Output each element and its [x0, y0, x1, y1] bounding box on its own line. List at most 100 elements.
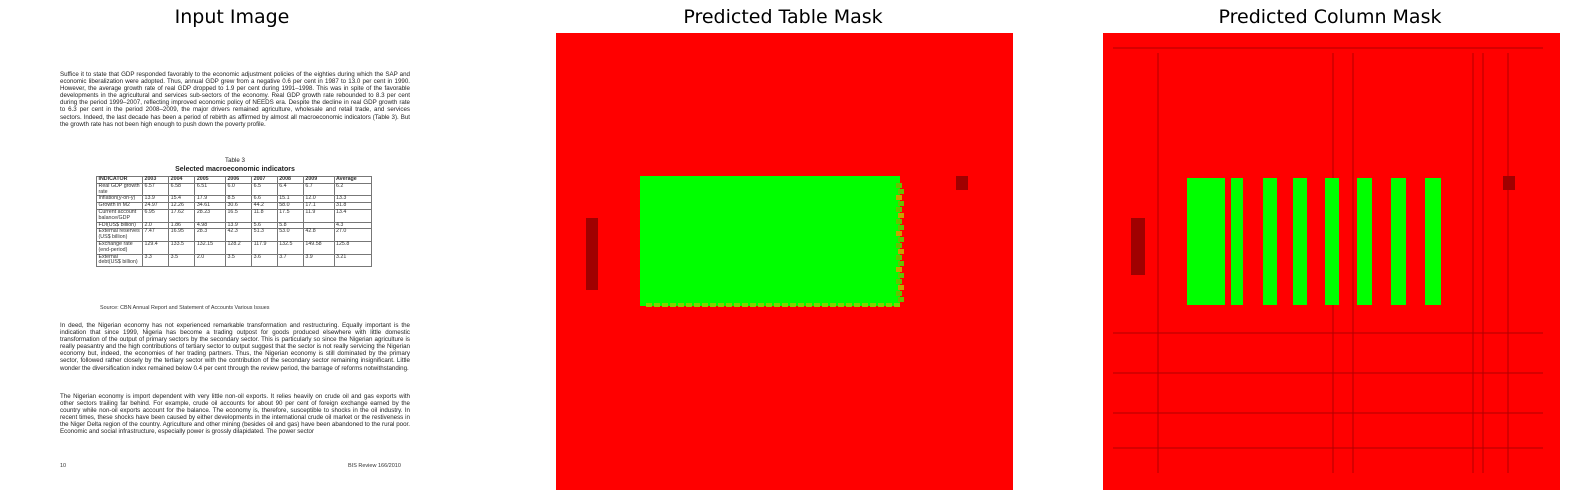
mask-edge-pixel — [766, 303, 772, 307]
mask-edge-pixel — [694, 303, 700, 307]
row-value-cell: 31.8 — [333, 202, 373, 210]
column-mask-image — [1113, 47, 1543, 473]
mask-edge-pixel — [898, 249, 904, 254]
header-2006: 2006 — [224, 176, 253, 184]
mask-edge-pixel — [670, 303, 676, 307]
input-image-title: Input Image — [174, 6, 290, 28]
table-row: External reserves (US$ billion) 7.47 16.95… — [96, 228, 373, 242]
row-value-cell: 125.8 — [333, 240, 373, 255]
column-mask-title: Predicted Column Mask — [1218, 6, 1442, 28]
mask-edge-pixel — [726, 303, 732, 307]
row-value-cell: 7.47 — [141, 228, 170, 242]
row-value-cell: 129.4 — [141, 240, 170, 255]
row-value-cell: 4.3 — [333, 221, 373, 230]
mask-edge-pixel — [774, 303, 780, 307]
table-row: FDI(US$ billion) 2.0 1.86 4.98 13.9 5.6 5.8 4.3 — [96, 221, 373, 230]
mask-edge-pixel — [896, 243, 902, 248]
row-value-cell: 13.4 — [333, 209, 373, 223]
mask-edge-pixel — [870, 303, 876, 307]
row-indicator-cell: External debt(US$ billion) — [96, 253, 143, 268]
paragraph-1: Suffice it to state that GDP responded f… — [60, 71, 410, 128]
table-row: Exchange rate (end-period) 129.4 133.5 132.… — [96, 240, 373, 255]
mask-edge-pixel — [846, 303, 852, 307]
column-mask-panel — [1103, 33, 1560, 490]
row-value-cell: 28.23 — [194, 209, 226, 223]
row-value-cell: 17.62 — [168, 209, 196, 223]
row-value-cell: 17.5 — [276, 209, 304, 223]
mask-edge-pixel — [896, 279, 902, 284]
row-indicator-cell: Real GDP growth rate — [96, 182, 143, 197]
column-stripe — [1263, 178, 1277, 305]
row-value-cell: 13.9 — [224, 221, 253, 230]
row-value-cell: 3.3 — [141, 253, 170, 268]
mask-edge-pixel — [678, 303, 684, 307]
paragraph-3: The Nigerian economy is import dependent… — [60, 393, 410, 436]
mask-edge-pixel — [654, 303, 660, 307]
table-source: Source: CBN Annual Report and Statement … — [100, 305, 270, 311]
mask-edge-pixel — [830, 303, 836, 307]
right-edge-artifact — [1503, 176, 1515, 190]
table-mask-image — [586, 176, 968, 307]
table-region-mask — [640, 176, 900, 306]
row-value-cell: 51.3 — [251, 228, 278, 242]
mask-edge-pixel — [662, 303, 668, 307]
row-value-cell: 3.5 — [168, 253, 196, 268]
row-value-cell: 3.6 — [251, 253, 278, 268]
mask-edge-pixel — [896, 195, 902, 200]
mask-edge-pixel — [854, 303, 860, 307]
row-value-cell: 42.8 — [302, 228, 335, 242]
row-value-cell: 128.2 — [224, 240, 253, 255]
mask-edge-pixel — [702, 303, 708, 307]
column-stripe — [1231, 178, 1243, 305]
row-value-cell: 117.9 — [251, 240, 278, 255]
row-value-cell: 11.8 — [251, 209, 278, 223]
row-value-cell: 53.0 — [276, 228, 304, 242]
table-row: External debt(US$ billion) 3.3 3.5 2.0 3.5 3.… — [96, 253, 373, 268]
indicators-table: INDICATOR 2003 2004 2005 2006 2007 2008 … — [96, 176, 373, 268]
right-edge-artifact — [956, 176, 968, 190]
paragraph-2: In deed, the Nigerian economy has not ex… — [60, 322, 410, 372]
column-stripe — [1187, 178, 1225, 305]
footer-right: BIS Review 166/2010 — [348, 463, 401, 469]
row-value-cell: 132.5 — [276, 240, 304, 255]
mask-edge-pixel — [710, 303, 716, 307]
mask-edge-pixel — [814, 303, 820, 307]
mask-edge-pixel — [896, 183, 902, 188]
row-value-cell: 6.4 — [276, 182, 304, 197]
row-indicator-cell: External reserves (US$ billion) — [96, 228, 143, 242]
row-value-cell: 3.7 — [276, 253, 304, 268]
row-value-cell: 6.57 — [141, 182, 170, 197]
table-title: Selected macroeconomic indicators — [175, 166, 295, 173]
faint-grid-lines — [1113, 47, 1543, 473]
row-value-cell: 11.9 — [302, 209, 335, 223]
mask-edge-pixel — [862, 303, 868, 307]
mask-edge-pixel — [878, 303, 884, 307]
mask-edge-pixel — [898, 261, 904, 266]
column-stripes — [1187, 178, 1441, 305]
page-number: 10 — [60, 463, 67, 469]
mask-edge-pixel — [898, 213, 904, 218]
mask-edge-pixel — [806, 303, 812, 307]
table-row: Current account balance/GDP 6.95 17.62 28.2… — [96, 209, 373, 223]
row-value-cell: 58.0 — [276, 202, 304, 210]
table-edge-noise — [646, 183, 904, 307]
table-label: Table 3 — [225, 157, 245, 164]
mask-edge-pixel — [646, 303, 652, 307]
mask-edge-pixel — [898, 273, 904, 278]
mask-edge-pixel — [894, 303, 900, 307]
row-value-cell: 30.6 — [224, 202, 253, 210]
row-value-cell: 6.95 — [141, 209, 170, 223]
row-value-cell: 6.0 — [224, 182, 253, 197]
row-value-cell: 6.58 — [168, 182, 196, 197]
row-value-cell: 12.26 — [168, 202, 196, 210]
mask-edge-pixel — [798, 303, 804, 307]
table-mask-title: Predicted Table Mask — [683, 6, 883, 28]
row-indicator-cell: Exchange rate (end-period) — [96, 240, 143, 255]
mask-edge-pixel — [898, 285, 904, 290]
mask-edge-pixel — [838, 303, 844, 307]
mask-edge-pixel — [896, 219, 902, 224]
mask-edge-pixel — [898, 201, 904, 206]
mask-edge-pixel — [750, 303, 756, 307]
row-value-cell: 133.5 — [168, 240, 196, 255]
row-value-cell: 28.3 — [194, 228, 226, 242]
